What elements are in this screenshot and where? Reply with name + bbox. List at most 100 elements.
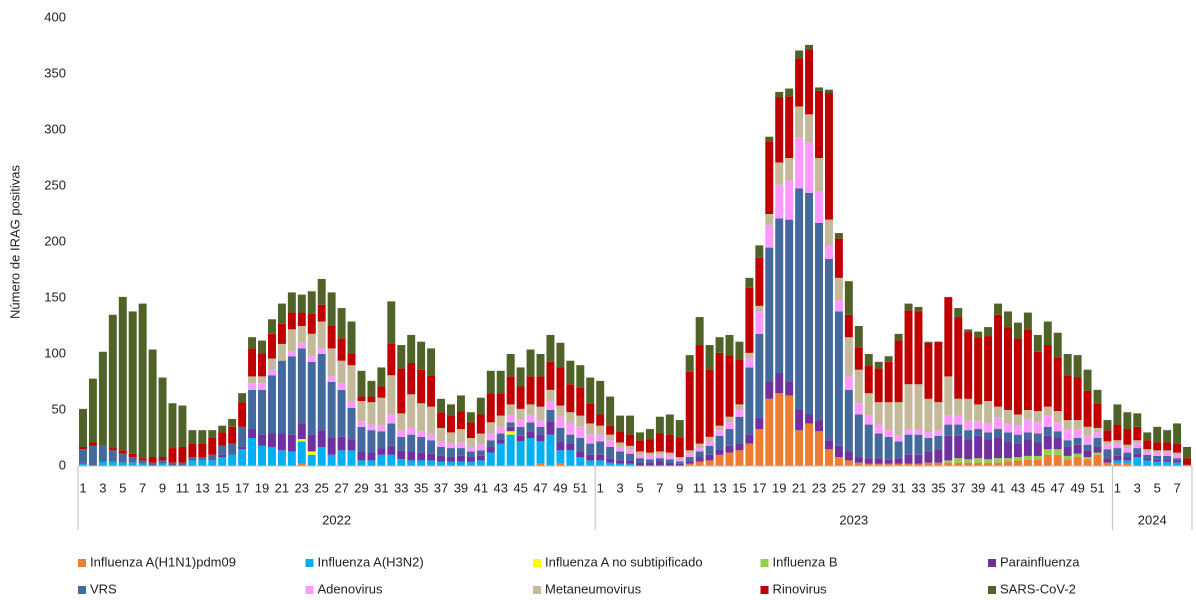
bar-segment bbox=[635, 454, 644, 459]
bar-segment bbox=[824, 245, 833, 259]
bar-segment bbox=[357, 460, 366, 466]
bar-segment bbox=[447, 415, 455, 433]
bar-segment bbox=[307, 454, 316, 466]
bar-segment bbox=[695, 461, 704, 466]
bar-segment bbox=[884, 459, 893, 464]
bar-segment bbox=[377, 397, 386, 426]
bar-segment bbox=[805, 114, 814, 143]
bar-segment bbox=[1113, 455, 1122, 461]
bar-segment bbox=[795, 50, 804, 59]
bar-segment bbox=[158, 460, 167, 464]
bar-segment bbox=[725, 422, 734, 430]
bar-segment bbox=[297, 326, 306, 343]
bar-segment bbox=[347, 439, 356, 451]
bar-segment bbox=[427, 434, 436, 441]
bar-segment bbox=[914, 311, 923, 385]
bar-segment bbox=[844, 389, 853, 452]
y-axis-title: Número de IRAG positivas bbox=[7, 165, 22, 319]
bar-segment bbox=[705, 441, 714, 446]
bar-segment bbox=[914, 306, 923, 312]
bar-segment bbox=[874, 368, 883, 403]
bar-segment bbox=[596, 434, 605, 442]
bar-segment bbox=[287, 356, 296, 435]
bar-segment bbox=[874, 402, 883, 425]
bar-segment bbox=[516, 435, 525, 442]
bar-segment bbox=[188, 457, 197, 461]
bar-segment bbox=[466, 457, 475, 462]
bar-segment bbox=[586, 443, 595, 455]
bar-segment bbox=[984, 423, 993, 433]
bar-segment bbox=[496, 433, 505, 440]
bar-segment bbox=[954, 435, 963, 459]
bar-segment bbox=[775, 393, 784, 466]
bar-segment bbox=[1113, 460, 1122, 464]
legend-label: SARS-CoV-2 bbox=[1000, 581, 1076, 596]
x-tick-label: 39 bbox=[454, 480, 468, 495]
bar-segment bbox=[626, 449, 635, 454]
bar-segment bbox=[476, 433, 485, 445]
bar-segment bbox=[1053, 357, 1062, 412]
bar-segment bbox=[1073, 377, 1082, 421]
legend-label: Metaneumovirus bbox=[545, 581, 642, 596]
bar-segment bbox=[994, 303, 1003, 315]
x-tick-label: 51 bbox=[573, 480, 587, 495]
bar-segment bbox=[596, 414, 605, 426]
bar-segment bbox=[904, 310, 913, 385]
bar-segment bbox=[1143, 432, 1152, 441]
bar-segment bbox=[546, 361, 555, 390]
x-tick-label: 29 bbox=[354, 480, 368, 495]
bar-segment bbox=[1093, 452, 1102, 455]
bar-segment bbox=[874, 458, 883, 464]
legend-swatch bbox=[760, 586, 769, 594]
bar-segment bbox=[984, 327, 993, 337]
bar-segment bbox=[387, 414, 396, 424]
bar-segment bbox=[924, 451, 933, 463]
bar-segment bbox=[715, 352, 724, 426]
bar-segment bbox=[884, 436, 893, 460]
bar-segment bbox=[1123, 412, 1132, 430]
bar-segment bbox=[735, 410, 744, 417]
bar-segment bbox=[337, 436, 346, 451]
bar-segment bbox=[1004, 311, 1012, 328]
bar-segment bbox=[566, 360, 575, 385]
bar-segment bbox=[78, 408, 87, 447]
bar-segment bbox=[297, 463, 306, 466]
bar-segment bbox=[367, 396, 376, 403]
bar-segment bbox=[267, 446, 276, 466]
bar-segment bbox=[367, 460, 376, 466]
bar-segment bbox=[417, 341, 426, 370]
bar-segment bbox=[367, 380, 376, 397]
bar-segment bbox=[466, 451, 475, 458]
bar-segment bbox=[1093, 432, 1102, 438]
x-tick-label: 31 bbox=[891, 480, 905, 495]
bar-segment bbox=[277, 343, 286, 361]
bar-segment bbox=[1013, 443, 1022, 458]
bar-segment bbox=[258, 434, 266, 446]
bar-segment bbox=[705, 369, 714, 437]
bar-segment bbox=[486, 433, 495, 441]
bar-segment bbox=[267, 369, 276, 376]
bar-segment bbox=[1043, 345, 1052, 407]
bar-segment bbox=[785, 158, 794, 181]
bar-segment bbox=[337, 450, 346, 466]
bar-segment bbox=[824, 449, 833, 466]
bar-segment bbox=[745, 443, 754, 466]
bar-segment bbox=[596, 460, 605, 466]
bar-segment bbox=[765, 382, 774, 399]
bar-segment bbox=[387, 343, 396, 376]
bar-segment bbox=[1093, 438, 1102, 447]
bar-segment bbox=[1083, 444, 1092, 451]
bar-segment bbox=[616, 463, 625, 466]
bar-segment bbox=[805, 192, 814, 415]
bar-segment bbox=[924, 438, 933, 452]
bar-segment bbox=[844, 460, 853, 466]
bar-segment bbox=[427, 406, 436, 435]
bar-segment bbox=[616, 431, 625, 443]
bar-segment bbox=[1133, 453, 1142, 458]
bar-segment bbox=[317, 321, 326, 349]
bar-segment bbox=[516, 386, 525, 409]
bar-segment bbox=[1173, 423, 1182, 444]
bar-segment bbox=[645, 462, 654, 466]
bar-segment bbox=[556, 441, 565, 451]
bar-segment bbox=[815, 420, 823, 432]
